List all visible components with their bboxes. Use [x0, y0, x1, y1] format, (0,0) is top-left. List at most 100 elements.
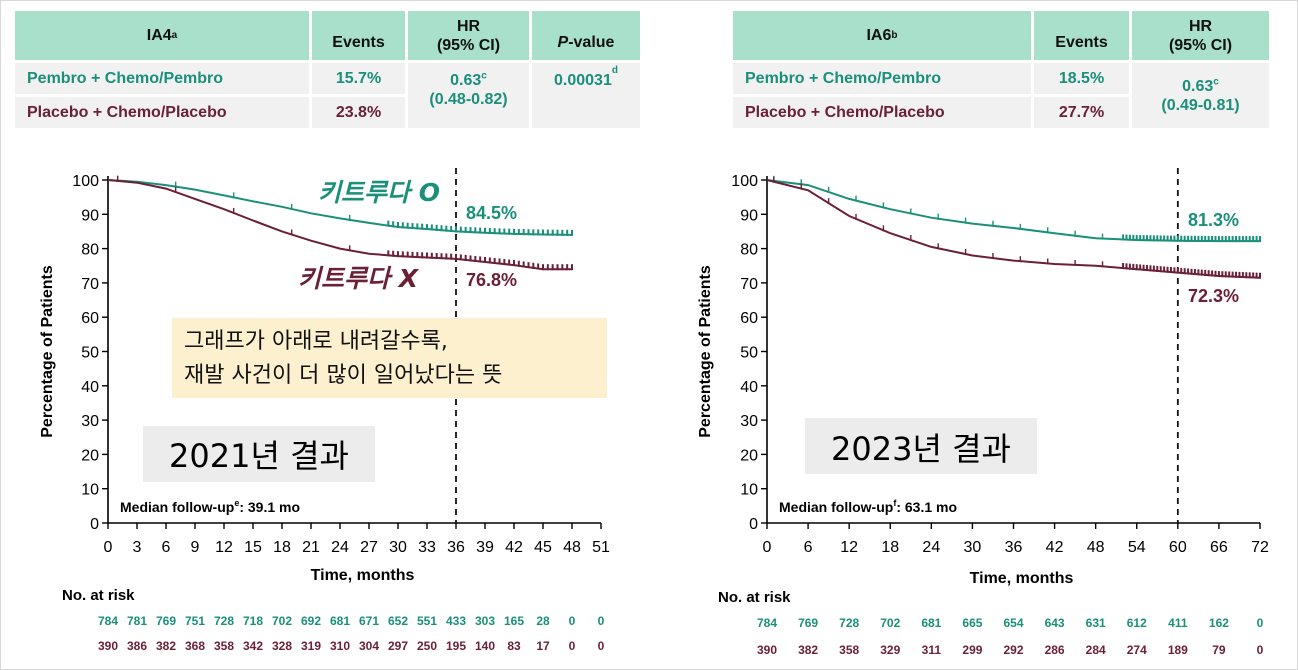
y-tick-label: 80 — [740, 242, 758, 259]
result-label-box — [143, 426, 375, 482]
at-risk-pembro: 769 — [156, 614, 176, 628]
x-tick-label: 12 — [840, 539, 858, 556]
at-risk-pembro: 784 — [98, 614, 118, 628]
median-follow-up: Median follow-upe: 39.1 mo — [120, 498, 300, 515]
at-risk-pembro: 671 — [359, 614, 379, 628]
at-risk-pembro: 551 — [417, 614, 437, 628]
at-risk-pembro: 692 — [301, 614, 321, 628]
at-risk-pembro: 781 — [127, 614, 147, 628]
at-risk-pembro: 0 — [1257, 616, 1264, 630]
at-risk-placebo: 382 — [798, 643, 818, 657]
y-tick-label: 100 — [72, 173, 99, 190]
at-risk-pembro: 433 — [446, 614, 466, 628]
hazard-ratio-value: 0.63c (0.49-0.81) — [1132, 63, 1269, 128]
at-risk-placebo: 79 — [1212, 643, 1226, 657]
events-placebo: 27.7% — [1034, 97, 1129, 128]
x-tick-label: 12 — [215, 539, 233, 556]
at-risk-placebo: 195 — [446, 639, 466, 653]
at-risk-pembro: 681 — [921, 616, 941, 630]
at-risk-placebo: 286 — [1045, 643, 1065, 657]
y-tick-label: 50 — [81, 345, 99, 362]
x-tick-label: 3 — [133, 539, 142, 556]
at-risk-placebo: 304 — [359, 639, 379, 653]
at-risk-label: No. at risk — [718, 589, 791, 606]
at-risk-pembro: 631 — [1086, 616, 1106, 630]
at-risk-pembro: 769 — [798, 616, 818, 630]
x-tick-label: 66 — [1210, 539, 1228, 556]
x-tick-label: 30 — [389, 539, 407, 556]
y-tick-label: 10 — [81, 482, 99, 499]
x-tick-label: 21 — [302, 539, 320, 556]
series-name-pembro: 키트루다 O — [318, 178, 440, 207]
at-risk-placebo: 83 — [507, 639, 521, 653]
at-risk-pembro: 652 — [388, 614, 408, 628]
events-header: Events — [312, 11, 405, 60]
at-risk-placebo: 368 — [185, 639, 205, 653]
x-tick-label: 45 — [534, 539, 552, 556]
at-risk-pembro: 0 — [569, 614, 576, 628]
at-risk-pembro: 411 — [1168, 616, 1188, 630]
x-axis-label: Time, months — [311, 567, 415, 584]
at-risk-pembro: 303 — [475, 614, 495, 628]
at-risk-pembro: 751 — [185, 614, 205, 628]
x-tick-label: 18 — [881, 539, 899, 556]
arm-label-placebo: Placebo + Chemo/Placebo — [15, 97, 309, 128]
y-tick-label: 40 — [81, 379, 99, 396]
x-tick-label: 36 — [1005, 539, 1023, 556]
x-tick-label: 54 — [1128, 539, 1146, 556]
at-risk-pembro: 612 — [1127, 616, 1147, 630]
at-risk-placebo: 342 — [243, 639, 263, 653]
at-risk-placebo: 0 — [598, 639, 605, 653]
median-follow-up: Median follow-upf: 63.1 mo — [779, 498, 957, 515]
at-risk-placebo: 0 — [1257, 643, 1264, 657]
x-tick-label: 39 — [476, 539, 494, 556]
y-tick-label: 0 — [749, 516, 758, 533]
at-risk-pembro: 665 — [962, 616, 982, 630]
y-tick-label: 80 — [81, 242, 99, 259]
at-risk-placebo: 358 — [214, 639, 234, 653]
result-label-box — [805, 418, 1037, 474]
result-label: 2021년 결과 — [169, 437, 349, 475]
x-tick-label: 42 — [505, 539, 523, 556]
x-tick-label: 27 — [360, 539, 378, 556]
y-tick-label: 50 — [740, 345, 758, 362]
hr-header: HR (95% CI) — [1132, 11, 1269, 60]
x-tick-label: 9 — [191, 539, 200, 556]
at-risk-pembro: 728 — [839, 616, 859, 630]
at-risk-placebo: 382 — [156, 639, 176, 653]
at-risk-pembro: 681 — [330, 614, 350, 628]
at-risk-pembro: 702 — [272, 614, 292, 628]
x-tick-label: 24 — [922, 539, 940, 556]
hazard-ratio-value: 0.63c (0.48-0.82) — [408, 63, 529, 128]
at-risk-pembro: 654 — [1003, 616, 1023, 630]
x-tick-label: 24 — [331, 539, 349, 556]
x-tick-label: 60 — [1169, 539, 1187, 556]
y-tick-label: 20 — [740, 447, 758, 464]
at-risk-placebo: 390 — [757, 643, 777, 657]
arm-label-pembro: Pembro + Chemo/Pembro — [15, 63, 309, 94]
at-risk-placebo: 299 — [962, 643, 982, 657]
y-tick-label: 90 — [740, 207, 758, 224]
events-pembro: 18.5% — [1034, 63, 1129, 94]
y-tick-label: 30 — [81, 413, 99, 430]
at-risk-pembro: 165 — [504, 614, 524, 628]
at-risk-pembro: 162 — [1209, 616, 1229, 630]
x-tick-label: 18 — [273, 539, 291, 556]
at-risk-pembro: 0 — [598, 614, 605, 628]
at-risk-placebo: 329 — [880, 643, 900, 657]
y-tick-label: 60 — [740, 310, 758, 327]
x-tick-label: 72 — [1251, 539, 1269, 556]
x-tick-label: 48 — [563, 539, 581, 556]
y-tick-label: 70 — [81, 276, 99, 293]
y-tick-label: 90 — [81, 207, 99, 224]
at-risk-placebo: 319 — [301, 639, 321, 653]
at-risk-placebo: 250 — [417, 639, 437, 653]
y-axis-label: Percentage of Patients — [697, 265, 714, 438]
arm-label-pembro: Pembro + Chemo/Pembro — [733, 63, 1031, 94]
x-tick-label: 15 — [244, 539, 262, 556]
table-title: IA6 b — [733, 11, 1031, 60]
at-risk-placebo: 292 — [1003, 643, 1023, 657]
